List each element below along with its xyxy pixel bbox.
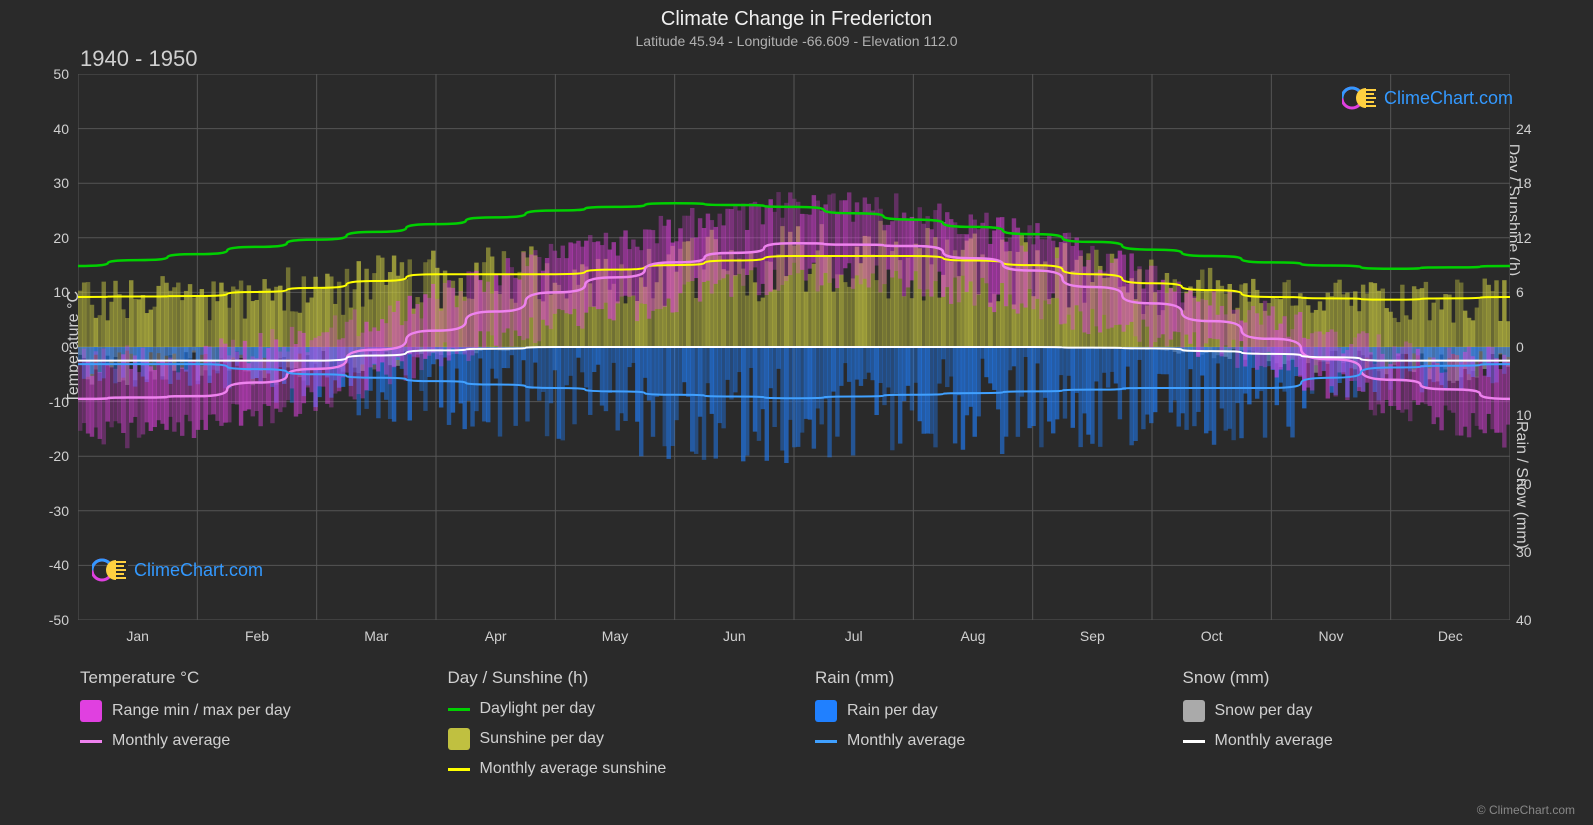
legend-header: Rain (mm) xyxy=(815,668,1143,688)
legend-label: Sunshine per day xyxy=(480,730,605,748)
legend-header: Day / Sunshine (h) xyxy=(448,668,776,688)
axis-tick-right: 20 xyxy=(1516,476,1556,492)
legend-label: Monthly average xyxy=(1215,732,1333,750)
axis-tick-left: -20 xyxy=(29,448,69,464)
legend-item: Daylight per day xyxy=(448,700,776,718)
legend-label: Snow per day xyxy=(1215,702,1313,720)
brand-icon xyxy=(92,556,128,584)
brand-text: ClimeChart.com xyxy=(134,560,263,581)
legend-swatch-icon xyxy=(1183,700,1205,722)
axis-tick-month: Mar xyxy=(356,628,396,644)
axis-tick-left: -10 xyxy=(29,394,69,410)
axis-tick-month: Oct xyxy=(1192,628,1232,644)
legend-line-icon xyxy=(448,768,470,771)
legend-item: Monthly average xyxy=(815,732,1143,750)
credit-text: © ClimeChart.com xyxy=(1477,803,1575,817)
year-range: 1940 - 1950 xyxy=(80,46,197,72)
legend-line-icon xyxy=(815,740,837,743)
axis-tick-left: 20 xyxy=(29,230,69,246)
axis-tick-month: May xyxy=(595,628,635,644)
legend-line-icon xyxy=(80,740,102,743)
chart-svg xyxy=(78,74,1510,620)
brand-text: ClimeChart.com xyxy=(1384,88,1513,109)
axis-tick-left: 10 xyxy=(29,284,69,300)
axis-tick-right: 12 xyxy=(1516,230,1556,246)
legend-header: Snow (mm) xyxy=(1183,668,1511,688)
legend-column: Rain (mm) Rain per day Monthly average xyxy=(815,668,1143,778)
axis-tick-month: Jan xyxy=(118,628,158,644)
axis-tick-right: 40 xyxy=(1516,612,1556,628)
axis-tick-left: 0 xyxy=(29,339,69,355)
axis-tick-left: 30 xyxy=(29,175,69,191)
legend-item: Sunshine per day xyxy=(448,728,776,750)
axis-tick-month: Feb xyxy=(237,628,277,644)
legend-item: Monthly average sunshine xyxy=(448,760,776,778)
axis-tick-month: Dec xyxy=(1430,628,1470,644)
legend-line-icon xyxy=(1183,740,1205,743)
legend-swatch-icon xyxy=(815,700,837,722)
legend-column: Snow (mm) Snow per day Monthly average xyxy=(1183,668,1511,778)
axis-tick-month: Jun xyxy=(714,628,754,644)
legend-header: Temperature °C xyxy=(80,668,408,688)
legend-swatch-icon xyxy=(80,700,102,722)
axis-tick-left: 40 xyxy=(29,121,69,137)
axis-tick-right: 18 xyxy=(1516,175,1556,191)
legend-label: Monthly average sunshine xyxy=(480,760,667,778)
legend-column: Temperature °C Range min / max per day Mon… xyxy=(80,668,408,778)
legend-column: Day / Sunshine (h) Daylight per day Sunshi… xyxy=(448,668,776,778)
legend: Temperature °C Range min / max per day Mon… xyxy=(80,668,1510,778)
legend-item: Rain per day xyxy=(815,700,1143,722)
chart-plot-area xyxy=(78,74,1510,620)
legend-item: Range min / max per day xyxy=(80,700,408,722)
axis-tick-right: 30 xyxy=(1516,544,1556,560)
brand-icon xyxy=(1342,84,1378,112)
legend-item: Monthly average xyxy=(80,732,408,750)
brand-logo-top: ClimeChart.com xyxy=(1342,84,1513,112)
legend-label: Rain per day xyxy=(847,702,938,720)
chart-subtitle: Latitude 45.94 - Longitude -66.609 - Ele… xyxy=(0,31,1593,49)
axis-tick-month: Nov xyxy=(1311,628,1351,644)
axis-tick-left: -50 xyxy=(29,612,69,628)
axis-tick-right: 10 xyxy=(1516,407,1556,423)
axis-tick-right: 24 xyxy=(1516,121,1556,137)
legend-label: Range min / max per day xyxy=(112,702,291,720)
legend-item: Snow per day xyxy=(1183,700,1511,722)
axis-tick-month: Jul xyxy=(834,628,874,644)
axis-tick-left: -30 xyxy=(29,503,69,519)
chart-title: Climate Change in Fredericton xyxy=(0,0,1593,31)
axis-tick-right: 6 xyxy=(1516,284,1556,300)
legend-swatch-icon xyxy=(448,728,470,750)
axis-tick-month: Apr xyxy=(476,628,516,644)
legend-label: Daylight per day xyxy=(480,700,596,718)
axis-tick-left: 50 xyxy=(29,66,69,82)
legend-label: Monthly average xyxy=(847,732,965,750)
axis-tick-right: 0 xyxy=(1516,339,1556,355)
legend-line-icon xyxy=(448,708,470,711)
legend-label: Monthly average xyxy=(112,732,230,750)
legend-item: Monthly average xyxy=(1183,732,1511,750)
brand-logo-bottom: ClimeChart.com xyxy=(92,556,263,584)
axis-tick-month: Aug xyxy=(953,628,993,644)
axis-tick-left: -40 xyxy=(29,557,69,573)
axis-tick-month: Sep xyxy=(1072,628,1112,644)
